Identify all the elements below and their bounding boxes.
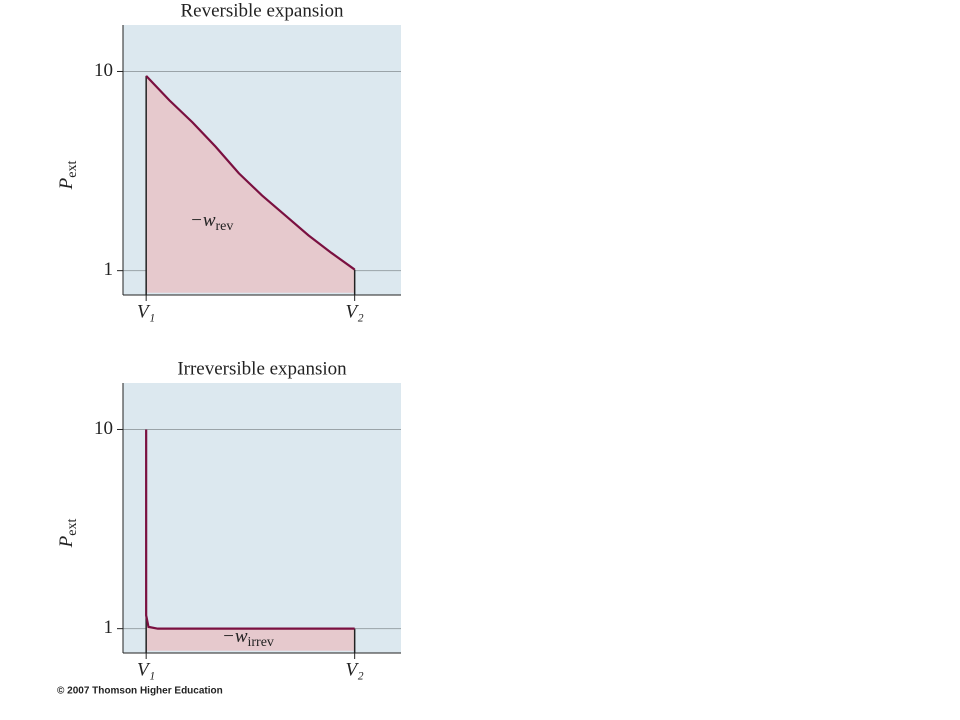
y-axis-label-main: P (56, 177, 77, 190)
chart-title: Reversible expansion (180, 0, 344, 21)
x-tick-label: V₁ (137, 659, 155, 680)
x-tick-label: V₂ (346, 659, 365, 680)
x-tick-label: V₁ (137, 301, 155, 322)
annotation-sub: rev (216, 219, 234, 234)
y-tick-label: 1 (104, 259, 114, 280)
y-tick-label: 10 (94, 418, 113, 439)
curve (145, 429, 355, 630)
annotation: −wrev (190, 210, 233, 234)
plot-background (123, 383, 401, 653)
y-axis-label-sub: ext (65, 161, 80, 178)
y-tick-label: 1 (104, 617, 114, 638)
chart-title: Irreversible expansion (177, 358, 347, 379)
y-axis-label: Pext (56, 519, 80, 549)
annotation-main: −w (190, 210, 216, 231)
y-axis-label-sub: ext (65, 519, 80, 536)
credit: © 2007 Thomson Higher Education (57, 686, 223, 697)
annotation-main: −w (222, 626, 248, 647)
curve (145, 75, 356, 271)
y-axis-label-main: P (56, 535, 77, 548)
x-tick-label: V₂ (346, 301, 365, 322)
annotation-sub: irrev (248, 635, 274, 650)
y-axis-label: Pext (56, 161, 80, 191)
annotation: −wirrev (222, 626, 274, 650)
y-tick-label: 10 (94, 60, 113, 81)
